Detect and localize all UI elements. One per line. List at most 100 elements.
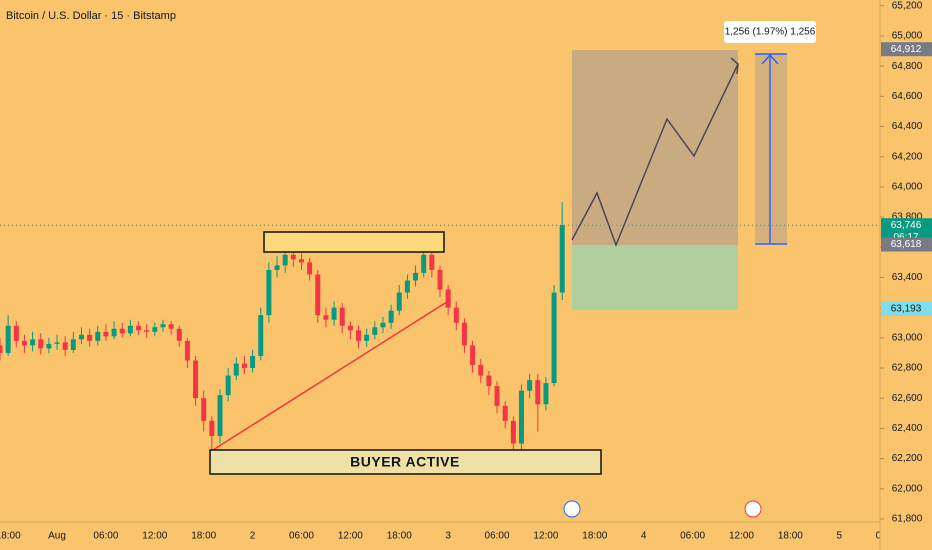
candle-body xyxy=(160,324,166,328)
y-tick-label: 63,000 xyxy=(892,332,923,343)
x-tick-label: Aug xyxy=(48,531,66,542)
x-tick-label: 06:00 xyxy=(485,531,510,542)
x-tick-label: 18:00 xyxy=(778,531,803,542)
y-tick-label: 64,800 xyxy=(892,61,923,72)
chart-title: Bitcoin / U.S. Dollar · 15 · Bitstamp xyxy=(6,10,176,22)
candle-body xyxy=(217,395,223,436)
time-axis xyxy=(0,522,932,550)
y-tick-label: 64,600 xyxy=(892,91,923,102)
candle-body xyxy=(127,325,133,334)
price-label-box xyxy=(881,42,932,57)
candle-body xyxy=(298,259,304,263)
price-label: 63,618 xyxy=(891,239,922,250)
price-axis xyxy=(880,0,932,550)
candle-body xyxy=(372,327,378,335)
candle-body xyxy=(331,307,337,320)
measure-box xyxy=(755,54,787,244)
candle-body xyxy=(111,328,117,337)
candle-body xyxy=(258,315,264,356)
candle-body xyxy=(241,363,247,369)
candle-body xyxy=(176,328,182,341)
y-tick-label: 64,000 xyxy=(892,182,923,193)
candle-body xyxy=(356,330,362,341)
x-tick-label: 3 xyxy=(445,531,451,542)
candle-body xyxy=(518,390,524,444)
candle-body xyxy=(364,334,370,341)
x-tick-label: 06:00 xyxy=(289,531,314,542)
candle-body xyxy=(201,398,207,421)
candle-body xyxy=(103,331,109,337)
price-label: 64,912 xyxy=(891,44,922,55)
candle-body xyxy=(429,254,435,270)
candle-body xyxy=(445,289,451,308)
x-tick-label: 06:00 xyxy=(93,531,118,542)
candle-body xyxy=(5,325,11,353)
price-label-box xyxy=(881,237,932,252)
candle-body xyxy=(152,327,158,332)
candle-body xyxy=(470,345,476,366)
candle-body xyxy=(62,342,68,350)
x-tick-label: 12:00 xyxy=(533,531,558,542)
candle-body xyxy=(70,339,76,350)
candle-body xyxy=(413,272,419,281)
candle-body xyxy=(339,307,345,326)
candle-body xyxy=(315,274,321,316)
x-tick-label: 2 xyxy=(250,531,256,542)
candle-body xyxy=(543,383,549,405)
measure-arrowhead xyxy=(761,53,779,65)
candle-body xyxy=(282,254,288,266)
candle-body xyxy=(78,334,84,340)
y-tick-label: 62,400 xyxy=(892,423,923,434)
candle-body xyxy=(510,420,516,444)
y-tick-label: 65,000 xyxy=(892,31,923,42)
trend-line xyxy=(212,299,451,451)
candle-body xyxy=(193,360,199,399)
candle-body xyxy=(307,262,313,275)
candle-body xyxy=(347,325,353,331)
candle-body xyxy=(0,345,3,353)
x-tick-label: 5 xyxy=(836,531,842,542)
y-tick-label: 64,200 xyxy=(892,151,923,162)
candle-body xyxy=(95,331,101,341)
x-tick-label: 4 xyxy=(641,531,647,542)
candle-body xyxy=(535,380,541,405)
y-tick-label: 62,800 xyxy=(892,363,923,374)
y-tick-label: 62,600 xyxy=(892,393,923,404)
y-tick-label: 63,400 xyxy=(892,272,923,283)
candle-body xyxy=(380,322,386,328)
y-tick-label: 62,200 xyxy=(892,453,923,464)
projection-path xyxy=(571,63,739,248)
candle-body xyxy=(168,324,174,329)
x-tick-label: 18:00 xyxy=(387,531,412,542)
candle-body xyxy=(54,342,60,344)
x-tick-label: 12:00 xyxy=(338,531,363,542)
candle-body xyxy=(437,269,443,290)
candle-body xyxy=(46,343,52,349)
y-tick-label: 65,200 xyxy=(892,0,923,11)
candle-body xyxy=(502,405,508,421)
candle-body xyxy=(209,420,215,436)
candle-body xyxy=(30,339,36,346)
buyer-zone-label: BUYER ACTIVE xyxy=(350,454,460,470)
candle-body xyxy=(388,310,394,323)
buyer-zone xyxy=(209,449,602,475)
event-icon[interactable] xyxy=(563,500,581,518)
y-tick-label: 64,400 xyxy=(892,121,923,132)
event-icon[interactable] xyxy=(744,500,762,518)
candle-body xyxy=(559,225,565,293)
candle-body xyxy=(527,380,533,391)
stop-zone xyxy=(572,245,738,310)
price-label-box xyxy=(881,301,932,316)
price-label: 63,746 xyxy=(891,220,922,231)
candle-body xyxy=(136,325,142,331)
candle-body xyxy=(144,330,150,332)
candle-body xyxy=(396,292,402,311)
resistance-box xyxy=(263,231,445,253)
x-tick-label: 06:00 xyxy=(680,531,705,542)
candle-body xyxy=(13,325,19,341)
candle-body xyxy=(225,375,231,396)
candle-body xyxy=(404,280,410,293)
candle-body xyxy=(274,265,280,270)
